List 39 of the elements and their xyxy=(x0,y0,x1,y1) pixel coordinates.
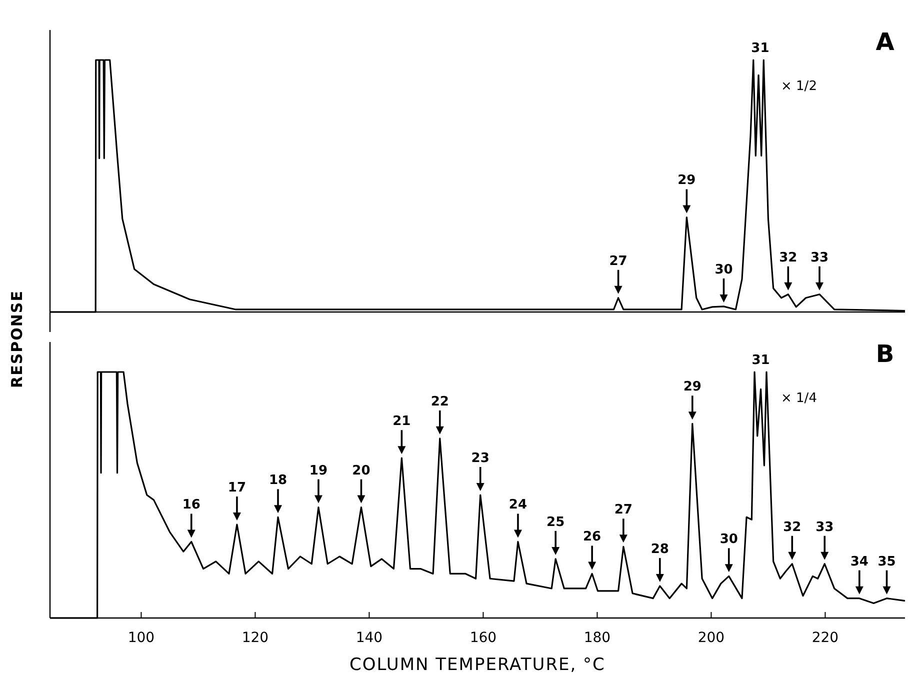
annotation: 17 xyxy=(228,480,246,496)
x-tick-label: 160 xyxy=(470,630,497,646)
annotation: 30 xyxy=(714,262,733,278)
annotation: 21 xyxy=(392,414,411,430)
x-tick-label: 220 xyxy=(812,630,839,646)
annotation: × 1/4 xyxy=(781,391,817,406)
text: A xyxy=(876,28,895,56)
annotation: 18 xyxy=(268,473,288,488)
annotation: 32 xyxy=(783,520,802,535)
annotation: 28 xyxy=(650,542,669,558)
annotation: 35 xyxy=(878,554,896,570)
annotation: 24 xyxy=(508,498,528,513)
text: B xyxy=(876,340,894,368)
annotation: 34 xyxy=(850,554,868,570)
annotation: 27 xyxy=(614,502,632,518)
annotation: 33 xyxy=(816,520,834,535)
annotation: × 1/2 xyxy=(781,79,817,94)
x-tick-label: 180 xyxy=(584,630,611,646)
x-tick-label: 120 xyxy=(242,630,269,646)
annotation: 23 xyxy=(471,451,490,466)
annotation: 30 xyxy=(720,532,738,548)
y-axis-title: RESPONSE xyxy=(8,290,26,388)
annotation: 22 xyxy=(430,394,449,410)
annotation: 31 xyxy=(751,41,770,56)
annotation: 25 xyxy=(546,514,565,530)
x-tick-label: 200 xyxy=(698,630,725,646)
x-tick-label: 140 xyxy=(356,630,383,646)
annotation: 29 xyxy=(683,380,702,395)
annotation: 31 xyxy=(752,353,770,368)
annotation: 16 xyxy=(182,498,200,513)
annotation: 26 xyxy=(583,530,602,545)
annotation: 20 xyxy=(352,463,370,478)
annotation: 32 xyxy=(779,250,798,266)
annotation: 27 xyxy=(609,254,628,269)
x-tick-label: 100 xyxy=(128,630,155,646)
annotation: 33 xyxy=(810,250,829,266)
annotation: 19 xyxy=(309,463,328,478)
annotation: 29 xyxy=(678,173,696,188)
x-axis-title: COLUMN TEMPERATURE, °C xyxy=(350,655,606,675)
